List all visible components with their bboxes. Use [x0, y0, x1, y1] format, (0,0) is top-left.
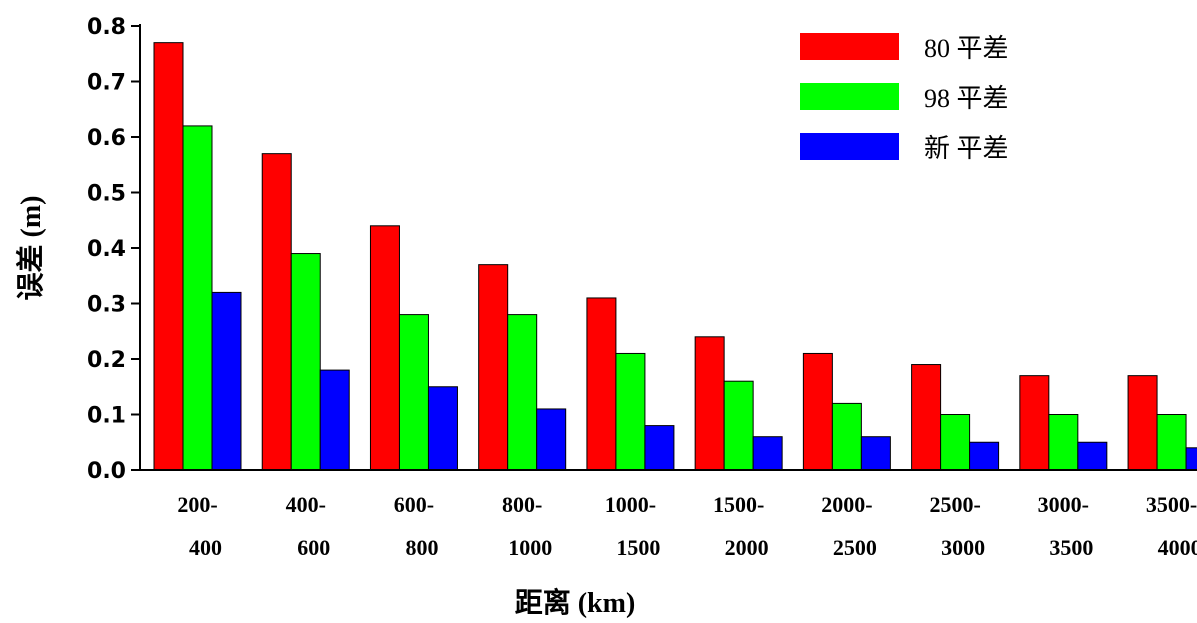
bar	[1185, 447, 1197, 471]
bar	[369, 225, 400, 471]
y-tick-label: 0.8	[87, 15, 126, 40]
x-axis-title: 距离 (km)	[515, 586, 636, 619]
y-tick-label: 0.4	[87, 237, 126, 262]
x-tick-label: 3000	[941, 535, 985, 560]
x-tick-label: 2500-	[929, 492, 980, 517]
bar	[969, 441, 1000, 471]
bars-group	[153, 42, 1197, 471]
y-tick-label: 0.3	[87, 293, 126, 318]
x-tick-label: 600	[297, 535, 330, 560]
bar	[536, 408, 567, 471]
y-tick-label: 0.2	[87, 348, 126, 373]
x-tick-label: 1500	[616, 535, 660, 560]
legend-label: 新 平差	[924, 134, 1009, 163]
bar	[478, 264, 509, 471]
bar	[182, 125, 213, 471]
bar	[723, 380, 754, 471]
y-tick-label: 0.1	[87, 404, 126, 429]
bar	[1077, 441, 1108, 471]
y-tick-label: 0.0	[87, 459, 126, 484]
x-tick-label: 400	[189, 535, 222, 560]
x-tick-label: 3500	[1049, 535, 1093, 560]
bar	[153, 42, 184, 471]
bar	[261, 153, 292, 471]
x-tick-label: 4000	[1158, 535, 1197, 560]
y-tick-label: 0.5	[87, 182, 126, 207]
x-tick-label: 600-	[394, 492, 434, 517]
bar	[427, 386, 458, 471]
bar	[644, 425, 675, 471]
legend-swatch	[800, 133, 899, 160]
x-ticks-group: 200- 400 400- 600 600- 800 800- 1000 1000- 1500 15…	[177, 492, 1197, 560]
legend-swatch	[800, 33, 899, 60]
x-tick-label: 1000	[508, 535, 552, 560]
x-tick-label: 800	[405, 535, 438, 560]
bar	[831, 402, 862, 471]
legend: 80 平差 98 平差新 平差	[800, 33, 1009, 163]
bar	[940, 414, 971, 471]
bar	[1019, 375, 1050, 471]
x-tick-label: 1000-	[605, 492, 656, 517]
x-tick-label: 3500-	[1146, 492, 1197, 517]
bar	[1156, 414, 1187, 471]
x-tick-label: 400-	[286, 492, 326, 517]
bar	[860, 436, 891, 471]
x-tick-label: 2000	[725, 535, 769, 560]
bar	[586, 297, 617, 471]
x-tick-label: 2000-	[821, 492, 872, 517]
bar	[911, 364, 942, 471]
bar	[802, 352, 833, 471]
bar	[1127, 375, 1158, 471]
legend-label: 98 平差	[924, 84, 1009, 113]
y-tick-label: 0.6	[87, 126, 126, 151]
bar	[694, 336, 725, 471]
bar	[615, 352, 646, 471]
bar	[290, 253, 321, 471]
bar	[1048, 414, 1079, 471]
legend-label: 80 平差	[924, 34, 1009, 63]
legend-swatch	[800, 83, 899, 110]
x-tick-label: 200-	[177, 492, 217, 517]
bar	[211, 291, 242, 471]
bar	[507, 314, 538, 471]
y-axis-title: 误差 (m)	[14, 196, 47, 301]
bar	[319, 369, 350, 471]
y-tick-label: 0.7	[87, 71, 126, 96]
x-tick-label: 1500-	[713, 492, 764, 517]
x-tick-label: 2500	[833, 535, 877, 560]
x-tick-label: 800-	[502, 492, 542, 517]
bar	[752, 436, 783, 471]
bar	[398, 314, 429, 471]
x-tick-label: 3000-	[1038, 492, 1089, 517]
y-ticks-group: 0.0 0.1 0.2 0.3 0.4 0.5 0.6 0.7 0.8	[87, 15, 140, 484]
